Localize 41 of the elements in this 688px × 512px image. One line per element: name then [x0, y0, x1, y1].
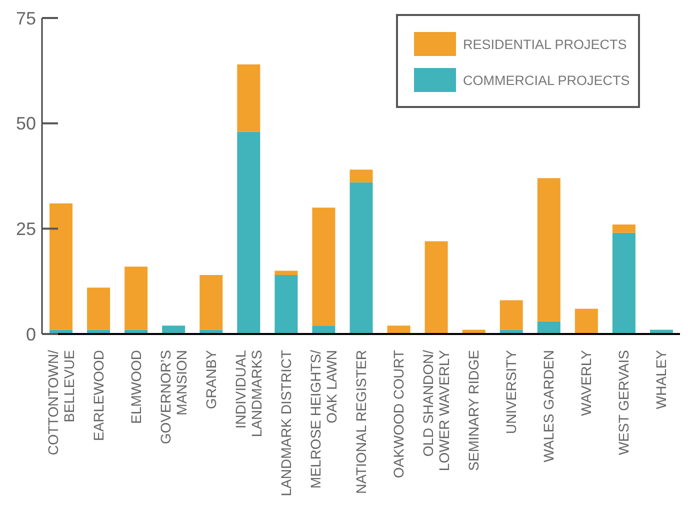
bar — [612, 232, 636, 334]
bar — [274, 275, 298, 334]
x-tick-label: GOVERNOR’S MANSION — [157, 350, 190, 444]
bar — [424, 241, 448, 334]
x-tick-label: WEST GERVAIS — [616, 350, 632, 456]
bar — [350, 182, 373, 334]
bar — [500, 300, 523, 330]
x-tick-label: LANDMARK DISTRICT — [278, 350, 294, 496]
bar — [574, 308, 598, 334]
bar — [312, 208, 336, 326]
x-tick-label: WALES GARDEN — [540, 350, 557, 462]
legend-label: RESIDENTIAL PROJECTS — [463, 36, 627, 52]
x-tick-label: GRANBY — [202, 349, 219, 410]
x-tick-label: OLD SHANDON/ LOWER WAVERLY — [420, 349, 452, 472]
x-tick-label: WHALEY — [653, 349, 670, 410]
x-tick-label: OAKWOOD COURT — [390, 350, 407, 478]
bar — [87, 288, 110, 330]
y-tick-label: 50 — [16, 114, 36, 134]
bar — [274, 270, 298, 276]
bar — [200, 275, 223, 330]
x-tick-label: INDIVIDUAL LANDMARKS — [232, 350, 264, 438]
bar — [50, 203, 73, 330]
bar — [537, 321, 560, 334]
x-tick-label: MELROSE HEIGHTS/ OAK LAWN — [307, 350, 340, 488]
bar — [350, 170, 373, 182]
bar — [537, 178, 560, 322]
y-tick-label: 0 — [26, 324, 36, 344]
x-tick-label: ELMWOOD — [128, 350, 144, 424]
bar — [124, 266, 148, 330]
x-tick-label: NATIONAL REGISTER — [353, 350, 369, 494]
x-tick-label: UNIVERSITY — [503, 349, 520, 434]
bar — [612, 224, 636, 233]
y-tick-label: 25 — [16, 219, 36, 240]
bar — [237, 132, 260, 334]
x-tick-label: COTTONTOWN/ BELLEVUE — [44, 350, 77, 456]
bar — [237, 64, 260, 132]
x-tick-label: WAVERLY — [578, 349, 594, 416]
y-tick-label: 75 — [16, 8, 36, 28]
x-tick-label: EARLEWOOD — [90, 350, 106, 442]
x-tick-label: SEMINARY RIDGE — [466, 350, 482, 471]
legend-label: COMMERCIAL PROJECTS — [463, 72, 630, 88]
